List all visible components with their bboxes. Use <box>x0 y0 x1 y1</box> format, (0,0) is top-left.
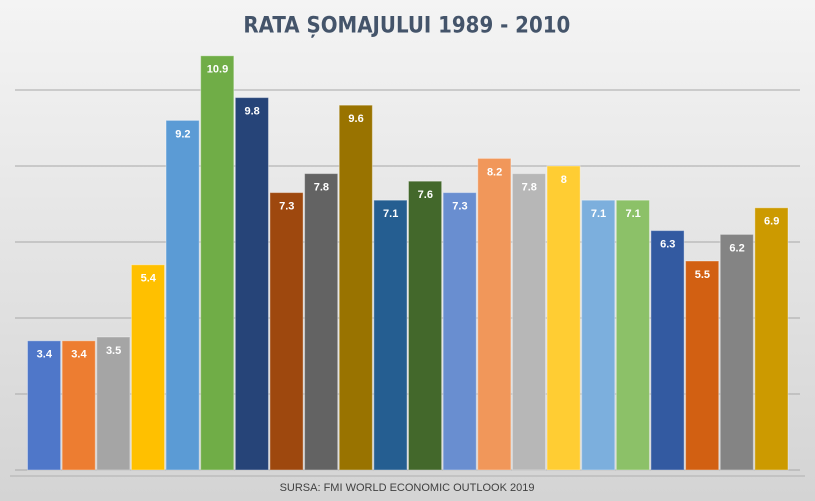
data-label: 6.9 <box>764 216 779 228</box>
data-label: 7.8 <box>522 182 537 194</box>
data-label: 9.8 <box>244 106 259 118</box>
bar <box>581 199 616 471</box>
data-label: 7.3 <box>452 201 467 213</box>
data-label: 7.3 <box>279 201 294 213</box>
bar <box>130 264 166 471</box>
bar <box>165 119 200 471</box>
bar <box>373 199 408 471</box>
data-label: 5.5 <box>695 269 710 281</box>
bar <box>511 173 547 471</box>
data-label: 6.2 <box>729 242 744 254</box>
bar <box>650 230 685 471</box>
bar <box>304 173 339 471</box>
data-label: 10.9 <box>207 64 228 76</box>
data-label: 3.5 <box>106 345 121 357</box>
data-label: 7.1 <box>383 208 398 220</box>
data-label: 3.4 <box>71 349 87 361</box>
bar <box>234 97 269 471</box>
bar <box>269 192 304 471</box>
bar <box>200 55 235 471</box>
chart-title: RATA ȘOMAJULUI 1989 - 2010 <box>243 12 570 37</box>
source-note: SURSA: FMI WORLD ECONOMIC OUTLOOK 2019 <box>280 482 535 494</box>
data-label: 9.6 <box>348 113 363 125</box>
bar <box>754 207 789 471</box>
bar <box>96 336 131 471</box>
data-label: 6.3 <box>660 239 675 251</box>
bar <box>27 340 62 471</box>
data-label: 8.2 <box>487 166 502 178</box>
data-label: 3.4 <box>37 349 53 361</box>
bar <box>615 199 650 471</box>
data-label: 7.8 <box>314 182 329 194</box>
data-label: 7.6 <box>418 189 433 201</box>
bar <box>477 157 512 471</box>
bar <box>408 180 443 471</box>
data-label: 5.4 <box>141 273 157 285</box>
data-label: 9.2 <box>175 128 190 140</box>
bar <box>442 192 477 471</box>
data-label: 7.1 <box>591 208 606 220</box>
bar <box>719 233 754 471</box>
bar <box>61 340 96 471</box>
bar <box>685 260 720 471</box>
data-label: 8 <box>561 174 567 186</box>
bar <box>338 104 373 471</box>
data-label: 7.1 <box>625 208 640 220</box>
bar <box>546 165 581 471</box>
